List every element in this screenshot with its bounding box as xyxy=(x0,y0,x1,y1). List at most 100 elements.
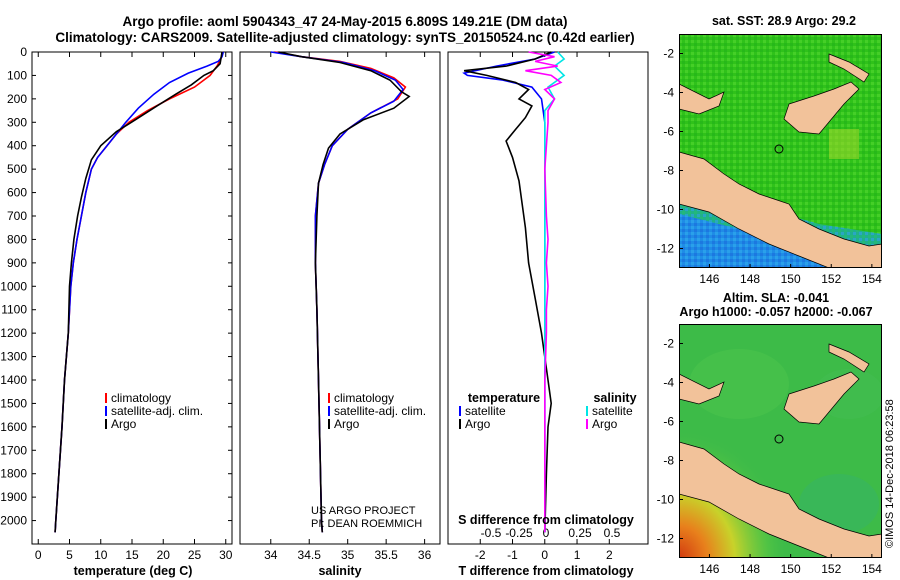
lat-tick-label: -2 xyxy=(663,337,674,351)
difference-series xyxy=(462,51,566,533)
pressure-tick-label: 1100 xyxy=(1,303,27,317)
lon-tick-label: 152 xyxy=(821,562,841,576)
credit-project: US ARGO PROJECT xyxy=(311,505,416,517)
pressure-tick-label: 600 xyxy=(7,186,27,200)
salinity-xlabel: salinity xyxy=(318,564,361,578)
sla-map-subtitle: Argo h1000: -0.057 h2000: -0.067 xyxy=(679,305,872,319)
legend-sal-satellite: satellite xyxy=(592,404,633,418)
pressure-tick-label: 0 xyxy=(20,45,27,59)
title-line-2: Climatology: CARS2009. Satellite-adjuste… xyxy=(55,30,634,45)
lon-tick-label: 146 xyxy=(699,272,719,286)
legend-title-temperature: temperature xyxy=(468,391,540,405)
salinity-difference-tick-label: 0 xyxy=(543,526,550,540)
pressure-tick-label: 1600 xyxy=(0,420,27,434)
pressure-tick-label: 300 xyxy=(7,115,27,129)
pressure-tick-label: 1800 xyxy=(0,467,27,481)
salinity-series xyxy=(270,51,411,533)
lat-tick-label: -6 xyxy=(663,415,674,429)
x-tick-label: 34.5 xyxy=(298,548,322,562)
lon-tick-label: 154 xyxy=(862,272,882,286)
argo-position-marker xyxy=(774,144,784,154)
credit-pi: PI: DEAN ROEMMICH xyxy=(311,518,422,530)
x-tick-label: 15 xyxy=(125,548,139,562)
x-tick-label: 2 xyxy=(606,548,613,562)
pressure-tick-label: 2000 xyxy=(0,514,27,528)
series-argo xyxy=(278,51,411,533)
salinity-plot-frame xyxy=(239,51,441,545)
sla-map-title: Altim. SLA: -0.041 xyxy=(723,291,829,305)
legend-sal-argo: Argo xyxy=(592,417,618,431)
sst-warm-patch xyxy=(829,129,859,159)
new-ireland-land xyxy=(828,343,870,373)
salinity-difference-tick-label: 0.5 xyxy=(604,526,621,540)
temperature-difference-xlabel: T difference from climatology xyxy=(458,564,633,578)
difference-panel: -2 -1 0 1 2 -0.5 -0.25 0 0.25 0.5 S difference f… xyxy=(447,51,649,578)
salinity-difference-ticks: -0.5 -0.25 0 0.25 0.5 xyxy=(481,526,621,540)
legend-temp-satellite: satellite xyxy=(465,404,506,418)
pressure-tick-label: 1400 xyxy=(0,373,27,387)
lat-tick-label: -10 xyxy=(657,493,675,507)
new-guinea-land xyxy=(679,441,882,558)
legend-climatology: climatology xyxy=(111,391,171,405)
sst-map xyxy=(679,34,882,268)
series-temperature-argo xyxy=(463,51,553,533)
temperature-axis-ticks: 0 5 10 15 20 25 30 xyxy=(35,52,233,562)
legend-title-salinity: salinity xyxy=(593,391,636,405)
lat-tick-label: -8 xyxy=(663,454,674,468)
pressure-tick-label: 900 xyxy=(7,256,27,270)
series-argo xyxy=(54,51,223,533)
lon-tick-label: 146 xyxy=(699,562,719,576)
island-west xyxy=(679,373,725,405)
lat-tick-label: -10 xyxy=(657,203,675,217)
salinity-panel: 34 34.5 35 35.5 36 salinity climatology sate… xyxy=(239,51,441,578)
lat-tick-label: -6 xyxy=(663,125,674,139)
lat-tick-label: -4 xyxy=(663,376,674,390)
salinity-difference-xlabel: S difference from climatology xyxy=(458,513,634,527)
pressure-axis-ticks: 0 100 200 300 400 500 600 700 800 900 1000 1100 1200… xyxy=(0,45,648,528)
x-tick-label: -2 xyxy=(475,548,486,562)
title-line-1: Argo profile: aoml 5904343_47 24-May-201… xyxy=(123,14,568,29)
legend-satellite: satellite-adj. clim. xyxy=(334,404,426,418)
lon-tick-label: 154 xyxy=(862,562,882,576)
sst-lat-ticks: -2 -4 -6 -8 -10 -12 xyxy=(657,47,683,256)
pressure-tick-label: 500 xyxy=(7,162,27,176)
lat-tick-label: -12 xyxy=(657,242,675,256)
new-guinea-land xyxy=(679,151,882,268)
new-britain-land xyxy=(783,81,860,135)
x-tick-label: 0 xyxy=(541,548,548,562)
pressure-tick-label: 700 xyxy=(7,209,27,223)
pressure-tick-label: 1900 xyxy=(0,490,27,504)
pressure-tick-label: 400 xyxy=(7,139,27,153)
lat-tick-label: -4 xyxy=(663,86,674,100)
legend-temp-argo: Argo xyxy=(465,417,491,431)
new-ireland-land xyxy=(828,53,870,83)
lat-tick-label: -2 xyxy=(663,47,674,61)
x-tick-label: 0 xyxy=(35,548,42,562)
difference-legend: temperature satellite Argo salinity sate… xyxy=(459,391,637,431)
legend-climatology: climatology xyxy=(334,391,394,405)
sla-map-panel: Altim. SLA: -0.041 Argo h1000: -0.057 h2… xyxy=(657,291,883,576)
sst-map-frame xyxy=(679,34,882,268)
pressure-tick-label: 1500 xyxy=(0,396,27,410)
island-west xyxy=(679,83,725,115)
legend-argo: Argo xyxy=(111,417,137,431)
pressure-tick-label: 1000 xyxy=(0,279,27,293)
sst-map-title: sat. SST: 28.9 Argo: 29.2 xyxy=(712,14,856,28)
x-tick-label: 1 xyxy=(574,548,581,562)
pressure-tick-label: 1300 xyxy=(0,350,27,364)
x-tick-label: 34 xyxy=(264,548,278,562)
pressure-tick-label: 1200 xyxy=(0,326,27,340)
x-tick-label: 35 xyxy=(341,548,355,562)
lon-tick-label: 152 xyxy=(821,272,841,286)
series-salinity-argo xyxy=(525,51,563,533)
sst-lon-ticks: 146 148 150 152 154 xyxy=(699,264,882,286)
salinity-legend: climatology satellite-adj. clim. Argo xyxy=(328,391,426,431)
lon-tick-label: 150 xyxy=(781,562,801,576)
temperature-plot-frame xyxy=(31,51,233,545)
pressure-tick-label: 1700 xyxy=(0,443,27,457)
sla-lon-ticks: 146 148 150 152 154 xyxy=(699,554,882,576)
pressure-tick-label: 800 xyxy=(7,232,27,246)
pressure-tick-label: 100 xyxy=(7,68,27,82)
pressure-tick-label: 200 xyxy=(7,92,27,106)
